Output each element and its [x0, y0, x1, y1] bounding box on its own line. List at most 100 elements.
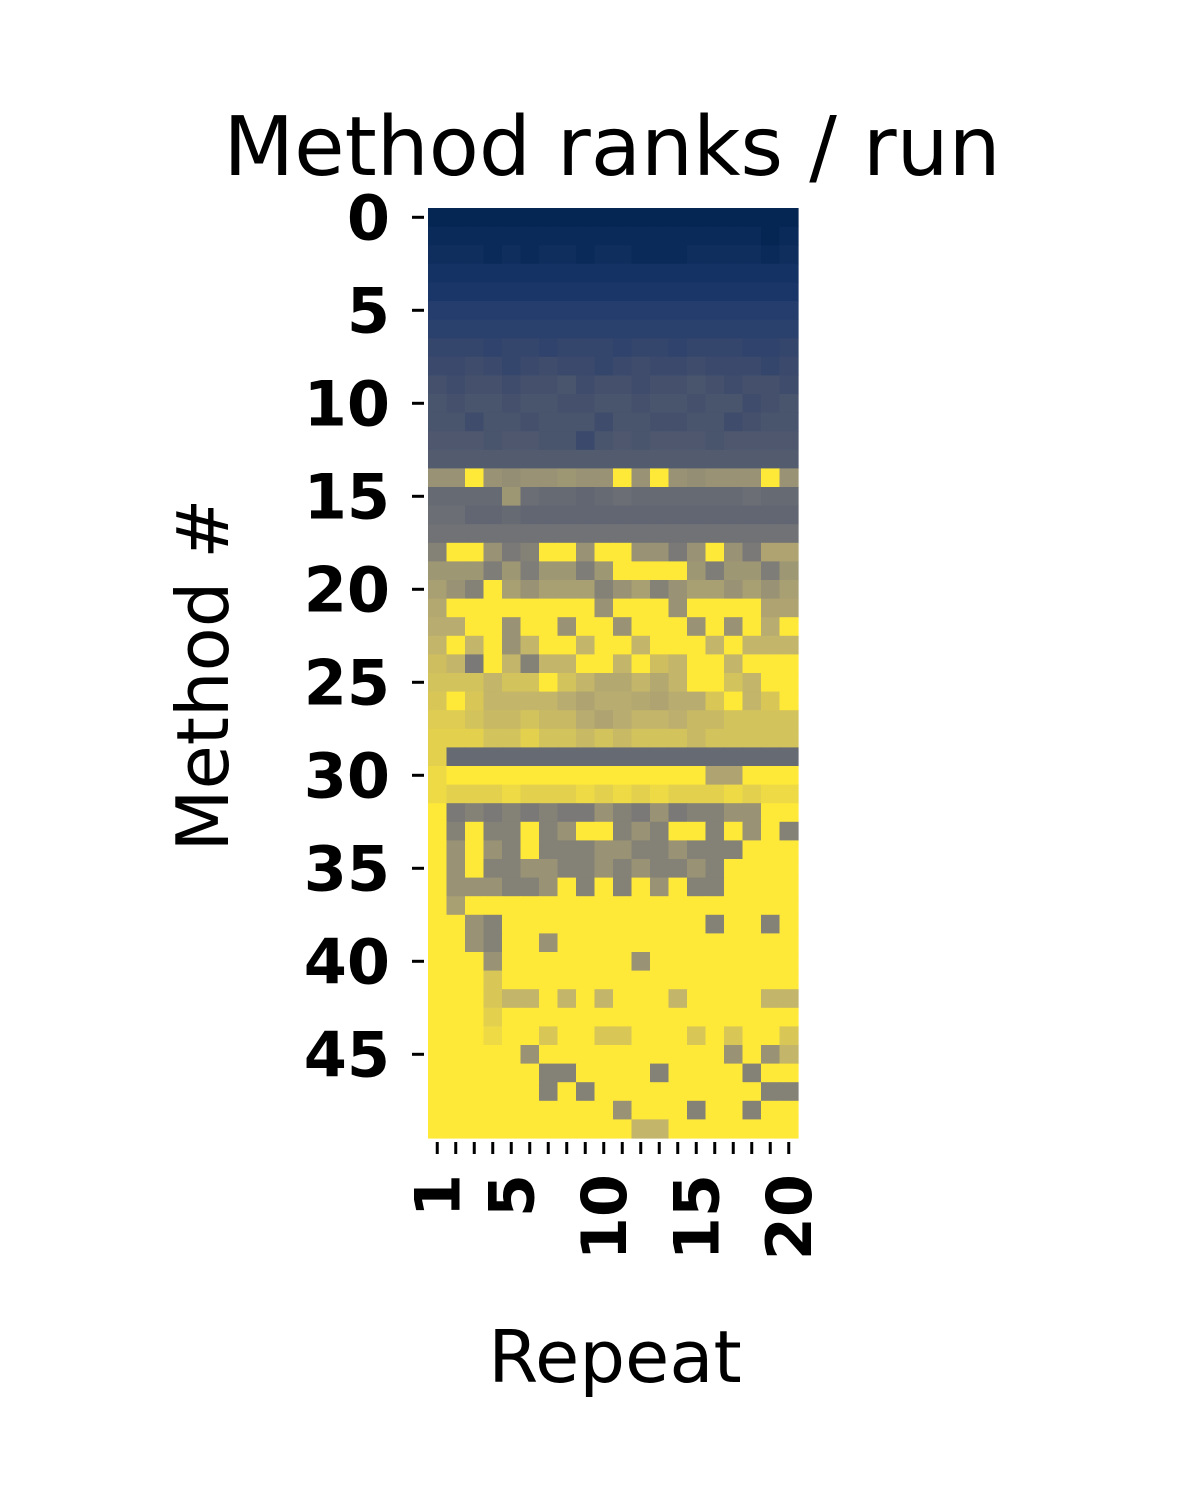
heatmap-cell: [613, 505, 633, 525]
heatmap-cell: [742, 821, 762, 841]
heatmap-cell: [668, 970, 688, 990]
heatmap-cell: [539, 561, 559, 581]
heatmap-cell: [557, 431, 577, 451]
heatmap-cell: [576, 487, 596, 507]
heatmap-cell: [520, 1082, 540, 1102]
heatmap-cell: [613, 803, 633, 823]
heatmap-cell: [687, 338, 707, 358]
heatmap-cell: [650, 1082, 670, 1102]
heatmap-cell: [687, 487, 707, 507]
heatmap-cell: [705, 449, 725, 469]
heatmap-cell: [502, 208, 522, 228]
heatmap-cell: [465, 1045, 485, 1065]
heatmap-cell: [557, 1007, 577, 1027]
heatmap-cell: [650, 617, 670, 637]
heatmap-cell: [428, 617, 448, 637]
heatmap-cell: [557, 859, 577, 879]
heatmap-cell: [594, 580, 614, 600]
heatmap-cell: [687, 747, 707, 767]
heatmap-cell: [483, 840, 503, 860]
heatmap-cell: [761, 710, 781, 730]
heatmap-cell: [520, 505, 540, 525]
heatmap-cell: [742, 1007, 762, 1027]
heatmap-cell: [465, 914, 485, 934]
heatmap-cell: [483, 896, 503, 916]
heatmap-cell: [539, 431, 559, 451]
heatmap-cell: [428, 542, 448, 562]
heatmap-cell: [483, 617, 503, 637]
heatmap-cell: [613, 859, 633, 879]
heatmap-cell: [668, 1063, 688, 1083]
heatmap-cell: [613, 375, 633, 395]
heatmap-cell: [742, 356, 762, 376]
heatmap-cell: [428, 487, 448, 507]
heatmap-cell: [650, 468, 670, 488]
heatmap-cell: [502, 431, 522, 451]
heatmap-cell: [705, 747, 725, 767]
heatmap-cell: [631, 431, 651, 451]
heatmap-cell: [428, 1026, 448, 1046]
heatmap-cell: [779, 691, 799, 711]
heatmap-cell: [483, 691, 503, 711]
heatmap-cell: [705, 896, 725, 916]
heatmap-cell: [761, 505, 781, 525]
heatmap-cell: [650, 896, 670, 916]
heatmap-cell: [724, 394, 744, 414]
heatmap-cell: [502, 1082, 522, 1102]
heatmap-cell: [687, 728, 707, 748]
heatmap-cell: [705, 282, 725, 302]
heatmap-cell: [687, 635, 707, 655]
heatmap-cell: [742, 803, 762, 823]
heatmap-cell: [576, 431, 596, 451]
heatmap-cell: [428, 989, 448, 1009]
heatmap-cell: [613, 1045, 633, 1065]
heatmap-cell: [594, 375, 614, 395]
heatmap-cell: [446, 356, 466, 376]
heatmap-cell: [465, 505, 485, 525]
heatmap-cell: [539, 301, 559, 321]
heatmap-cell: [761, 896, 781, 916]
heatmap-cell: [483, 970, 503, 990]
heatmap-cell: [576, 561, 596, 581]
heatmap-cell: [724, 598, 744, 618]
heatmap-cell: [557, 542, 577, 562]
heatmap-cell: [520, 784, 540, 804]
heatmap-cell: [724, 580, 744, 600]
heatmap-cell: [724, 1026, 744, 1046]
heatmap-cell: [539, 468, 559, 488]
heatmap-cell: [724, 654, 744, 674]
heatmap-cell: [520, 412, 540, 432]
heatmap-cell: [539, 263, 559, 283]
heatmap-cell: [724, 952, 744, 972]
heatmap-cell: [613, 970, 633, 990]
heatmap-cell: [687, 226, 707, 246]
heatmap-cell: [631, 263, 651, 283]
heatmap-cell: [742, 580, 762, 600]
heatmap-cell: [687, 319, 707, 339]
heatmap-cell: [520, 226, 540, 246]
heatmap-cell: [631, 245, 651, 265]
heatmap-cell: [613, 710, 633, 730]
heatmap-cell: [668, 580, 688, 600]
heatmap-cell: [668, 505, 688, 525]
heatmap-cell: [705, 394, 725, 414]
heatmap-cell: [557, 1045, 577, 1065]
heatmap-cell: [428, 338, 448, 358]
heatmap-cell: [724, 356, 744, 376]
x-tick-label: 20: [753, 1174, 826, 1260]
heatmap-cell: [761, 970, 781, 990]
heatmap-cell: [742, 282, 762, 302]
heatmap-cell: [613, 226, 633, 246]
heatmap-cell: [687, 654, 707, 674]
heatmap-cell: [705, 208, 725, 228]
heatmap-cell: [779, 1007, 799, 1027]
heatmap-cell: [539, 747, 559, 767]
heatmap-cell: [613, 282, 633, 302]
heatmap-cell: [668, 468, 688, 488]
heatmap-cell: [502, 375, 522, 395]
heatmap-cell: [724, 635, 744, 655]
heatmap-cell: [687, 989, 707, 1009]
heatmap-cell: [613, 1063, 633, 1083]
heatmap-cell: [520, 896, 540, 916]
heatmap-cell: [705, 301, 725, 321]
